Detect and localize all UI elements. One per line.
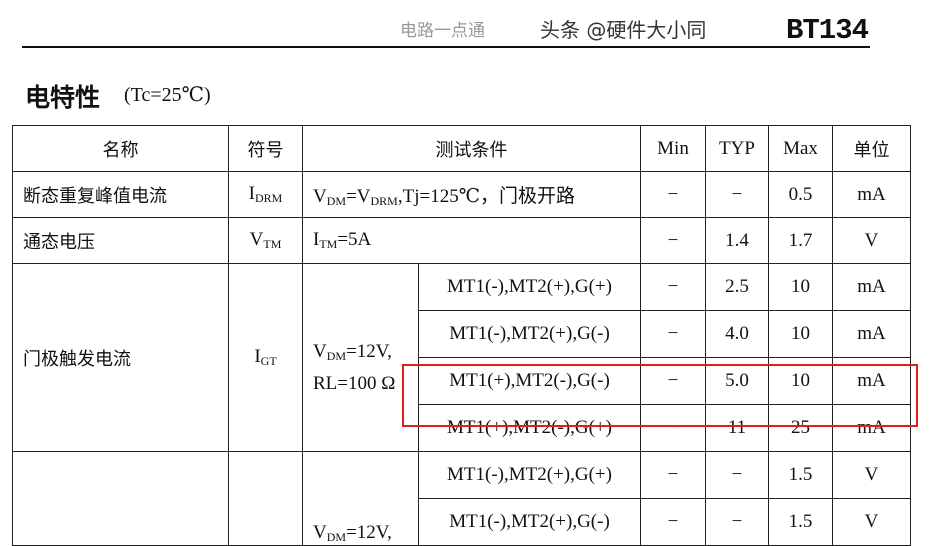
test-condition: VDM=12V,	[302, 451, 419, 546]
trigger-mode: MT1(-),MT2(+),G(+)	[418, 451, 641, 499]
watermark-secondary: 电路一点通	[400, 21, 485, 41]
max-value: 0.5	[768, 171, 833, 218]
min-value: −	[640, 217, 706, 264]
typ-value: 4.0	[705, 310, 769, 358]
min-value: −	[640, 498, 706, 546]
param-name: 断态重复峰值电流	[12, 171, 229, 218]
max-value: 1.5	[768, 451, 833, 499]
symbol-subscript: DRM	[254, 191, 283, 205]
symbol: I	[254, 346, 261, 367]
typ-value: 11	[705, 404, 769, 452]
min-value: −	[640, 451, 706, 499]
section-title: 电特性	[25, 83, 101, 112]
typ-value: 2.5	[705, 263, 769, 311]
header-typ: TYP	[705, 125, 769, 172]
param-name	[12, 451, 229, 546]
typ-value: −	[705, 451, 769, 499]
trigger-mode: MT1(-),MT2(+),G(-)	[418, 498, 641, 546]
header-rule	[22, 46, 870, 48]
param-name: 门极触发电流	[12, 263, 229, 452]
symbol-cell	[228, 451, 303, 546]
trigger-mode: MT1(-),MT2(+),G(-)	[418, 310, 641, 358]
header-max: Max	[768, 125, 833, 172]
max-value: 1.5	[768, 498, 833, 546]
test-condition: VDM=12V, RL=100 Ω	[302, 263, 419, 452]
symbol-subscript: TM	[263, 237, 282, 251]
symbol-cell: VTM	[228, 217, 303, 264]
highlight-box	[402, 364, 918, 427]
symbol-cell: IGT	[228, 263, 303, 452]
symbol: V	[249, 229, 264, 250]
max-value: 25	[768, 404, 833, 452]
header-unit: 单位	[832, 125, 911, 172]
symbol-subscript: GT	[260, 354, 277, 368]
part-number: BT134	[786, 14, 869, 47]
symbol-cell: IDRM	[228, 171, 303, 218]
min-value: −	[640, 263, 706, 311]
unit-value: mA	[832, 310, 911, 358]
unit-value: mA	[832, 404, 911, 452]
test-condition: ITM=5A	[302, 217, 641, 264]
test-condition: VDM=VDRM,Tj=125℃，门极开路	[302, 171, 641, 218]
max-value: 10	[768, 263, 833, 311]
typ-value: 1.4	[705, 217, 769, 264]
unit-value: mA	[832, 263, 911, 311]
typ-value: −	[705, 171, 769, 218]
header-min: Min	[640, 125, 706, 172]
watermark: 头条 @硬件大小同	[540, 18, 707, 42]
trigger-mode: MT1(+),MT2(-),G(+)	[418, 404, 641, 452]
unit-value: mA	[832, 171, 911, 218]
param-name: 通态电压	[12, 217, 229, 264]
typ-value: −	[705, 498, 769, 546]
header-condition: 测试条件	[302, 125, 641, 172]
spec-table: 名称 符号 测试条件 Min TYP Max 单位 断态重复峰值电流 IDRM VD…	[12, 125, 911, 546]
header-symbol: 符号	[228, 125, 303, 172]
min-value: −	[640, 310, 706, 358]
trigger-mode: MT1(-),MT2(+),G(+)	[418, 263, 641, 311]
section-condition: (Tc=25℃)	[124, 84, 211, 106]
unit-value: V	[832, 498, 911, 546]
min-value: −	[640, 171, 706, 218]
symbol: I	[248, 183, 255, 204]
header-name: 名称	[12, 125, 229, 172]
max-value: 10	[768, 310, 833, 358]
unit-value: V	[832, 451, 911, 499]
max-value: 1.7	[768, 217, 833, 264]
unit-value: V	[832, 217, 911, 264]
